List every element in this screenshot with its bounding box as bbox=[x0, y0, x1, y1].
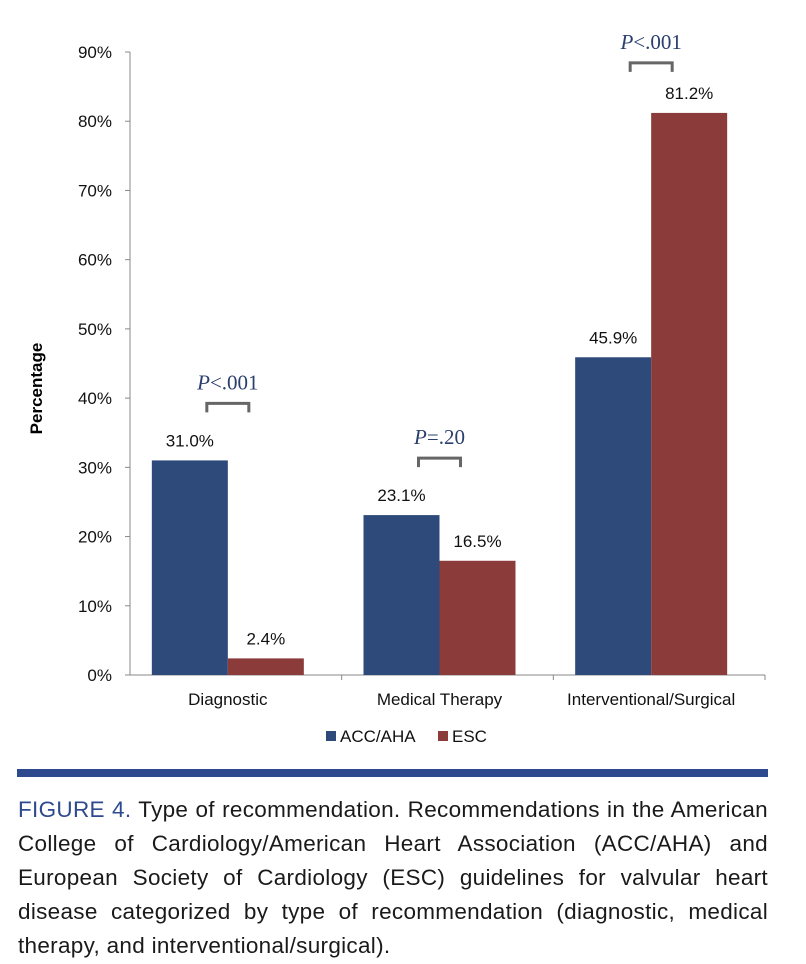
caption-divider bbox=[17, 769, 768, 777]
y-tick-label: 40% bbox=[78, 389, 112, 408]
bar-accaha bbox=[363, 515, 440, 675]
y-tick-label: 50% bbox=[78, 320, 112, 339]
legend-label: ESC bbox=[452, 727, 487, 746]
data-label: 23.1% bbox=[377, 486, 425, 505]
p-value-label: P=.20 bbox=[413, 425, 465, 449]
y-tick-label: 60% bbox=[78, 251, 112, 270]
bar-esc bbox=[439, 560, 516, 675]
legend-swatch bbox=[326, 731, 336, 741]
legend-swatch bbox=[438, 731, 448, 741]
x-tick-label: Diagnostic bbox=[188, 690, 268, 709]
data-label: 81.2% bbox=[665, 84, 713, 103]
y-axis-label: Percentage bbox=[27, 343, 46, 435]
bar-esc bbox=[651, 112, 728, 676]
y-tick-label: 20% bbox=[78, 528, 112, 547]
y-tick-label: 30% bbox=[78, 458, 112, 477]
bar-esc bbox=[227, 658, 304, 675]
y-tick-label: 90% bbox=[78, 43, 112, 62]
bar-accaha bbox=[151, 460, 228, 675]
legend-label: ACC/AHA bbox=[340, 727, 416, 746]
x-tick-label: Interventional/Surgical bbox=[567, 690, 735, 709]
y-tick-label: 70% bbox=[78, 181, 112, 200]
y-tick-label: 80% bbox=[78, 112, 112, 131]
figure-label: FIGURE 4. bbox=[18, 797, 132, 822]
figure-caption: FIGURE 4. Type of recommendation. Recomm… bbox=[18, 793, 768, 963]
y-tick-label: 0% bbox=[87, 666, 112, 685]
bar-chart: 0% 10% 20% 30% 40% 50% 60% 70% 80% 90% Percentage D… bbox=[27, 30, 766, 746]
caption-text: Type of recommendation. Recommendations … bbox=[18, 797, 768, 958]
data-label: 2.4% bbox=[246, 629, 285, 648]
p-value-label: P<.001 bbox=[196, 370, 258, 394]
data-label: 31.0% bbox=[166, 431, 214, 450]
bar-accaha bbox=[575, 357, 652, 675]
significance-bracket bbox=[205, 401, 251, 413]
p-value-label: P<.001 bbox=[619, 30, 681, 54]
x-tick-label: Medical Therapy bbox=[377, 690, 503, 709]
y-tick-label: 10% bbox=[78, 597, 112, 616]
significance-bracket bbox=[628, 61, 674, 72]
significance-bracket bbox=[417, 456, 462, 468]
data-label: 16.5% bbox=[453, 532, 501, 551]
data-label: 45.9% bbox=[589, 328, 637, 347]
